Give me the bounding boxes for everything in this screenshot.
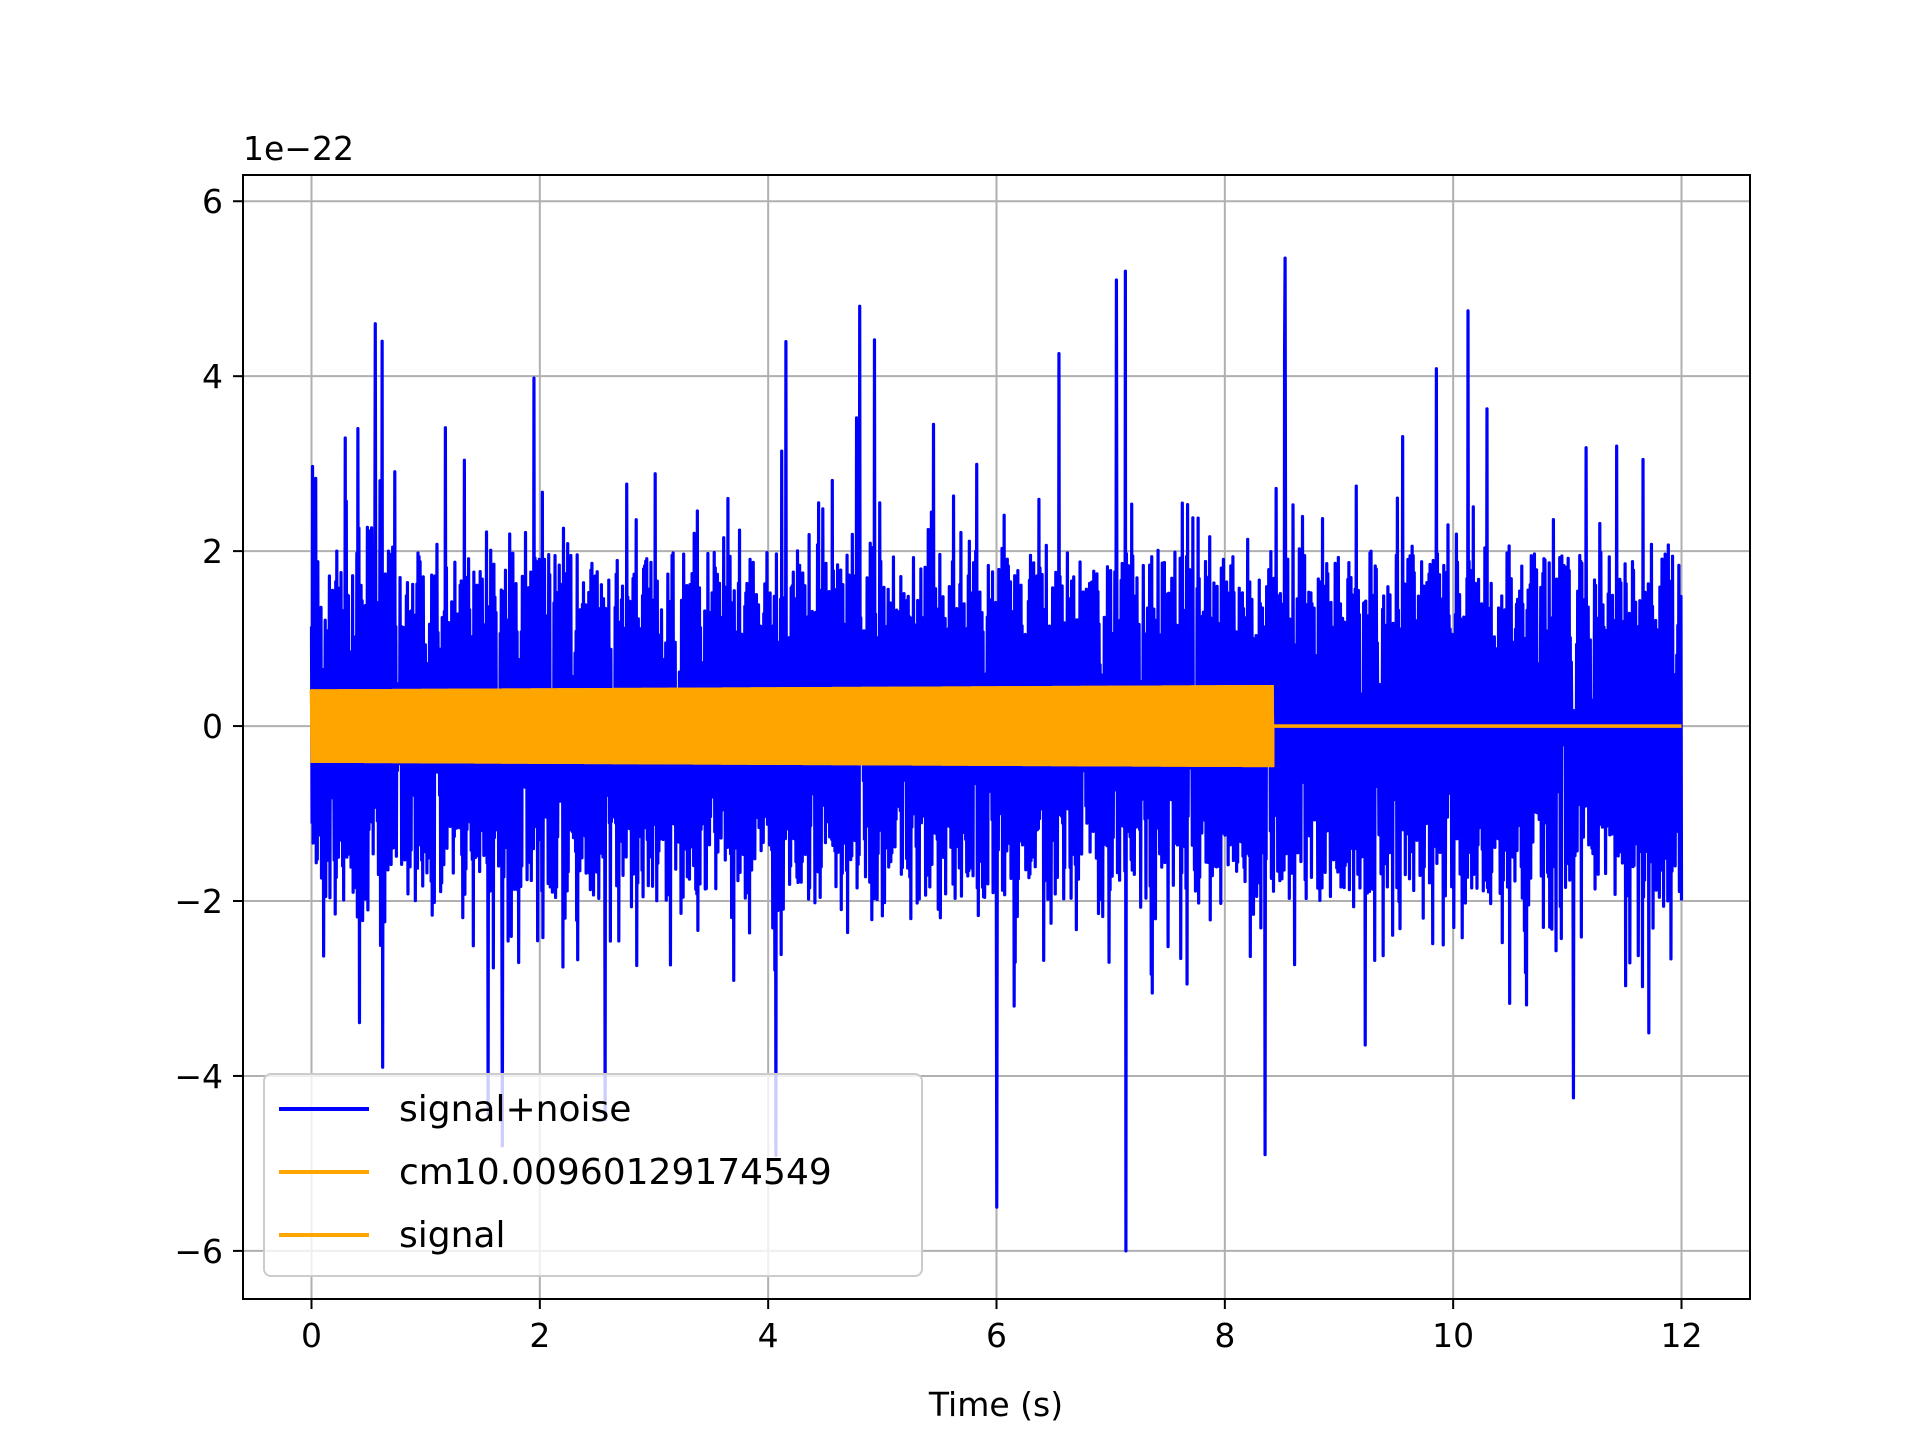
x-tick-label: 2	[529, 1316, 550, 1355]
y-tick-label: −6	[174, 1232, 223, 1271]
x-tick-label: 8	[1214, 1316, 1235, 1355]
y-tick-label: 2	[202, 532, 223, 571]
x-tick-label: 10	[1432, 1316, 1474, 1355]
legend-label-signal: signal	[399, 1215, 506, 1256]
y-offset-label: 1e−22	[243, 129, 354, 168]
x-tick-label: 4	[758, 1316, 779, 1355]
x-axis-label: Time (s)	[928, 1385, 1063, 1424]
x-tick-label: 12	[1661, 1316, 1703, 1355]
series-signal-line	[309, 684, 1682, 768]
x-axis-ticks: 0 2 4 6 8 10 12	[301, 1299, 1703, 1355]
y-tick-label: 0	[202, 707, 223, 746]
legend-box	[263, 1073, 923, 1277]
x-tick-label: 6	[986, 1316, 1007, 1355]
series-layer	[309, 256, 1684, 1253]
y-tick-label: −4	[174, 1057, 223, 1096]
legend-label-cm1: cm10.00960129174549	[399, 1152, 832, 1193]
x-tick-label: 0	[301, 1316, 322, 1355]
y-axis-ticks: −6 −4 −2 0 2 4 6	[174, 182, 243, 1271]
y-tick-label: 6	[202, 182, 223, 221]
legend-label-signal-noise: signal+noise	[399, 1089, 631, 1130]
y-tick-label: 4	[202, 357, 223, 396]
legend: signal+noise cm10.00960129174549 signal	[263, 1073, 923, 1277]
y-tick-label: −2	[174, 882, 223, 921]
